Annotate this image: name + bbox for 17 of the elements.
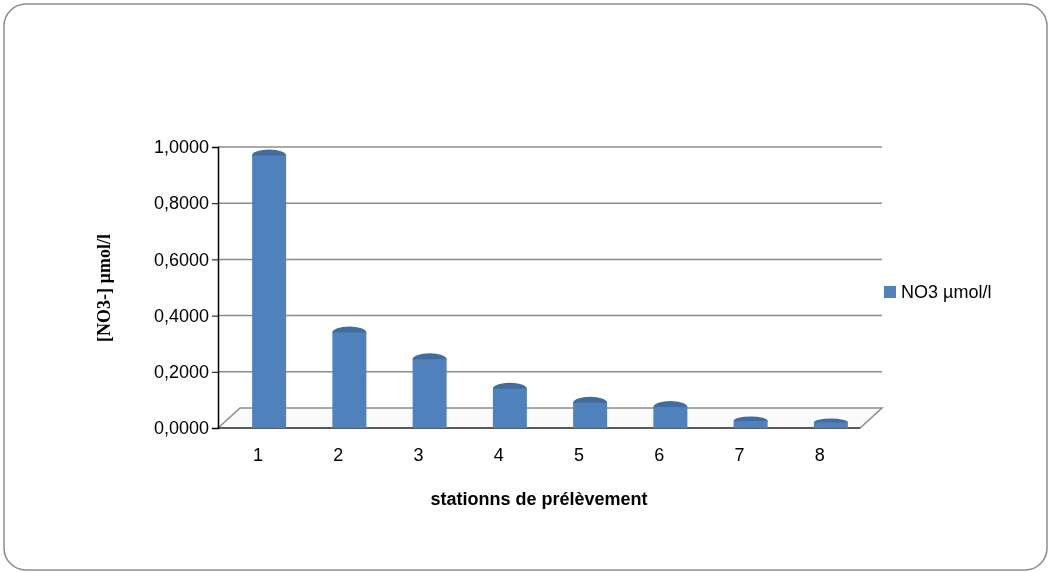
y-tick-label: 0,4000 — [153, 305, 209, 326]
x-tick-label: 6 — [654, 444, 665, 465]
x-tick-label: 3 — [413, 444, 424, 465]
y-tick-label: 1,0000 — [153, 137, 209, 158]
y-axis-title: [NO3-] µmol/l — [94, 234, 114, 342]
x-tick-label: 7 — [734, 444, 745, 465]
x-axis-title: stationns de prélèvement — [430, 489, 648, 509]
y-tick-label: 0,8000 — [153, 193, 209, 214]
x-tick-label: 5 — [574, 444, 585, 465]
y-tick-label: 0,0000 — [153, 418, 209, 439]
legend-label: NO3 µmol/l — [901, 282, 992, 303]
x-tick-label: 2 — [333, 444, 344, 465]
x-tick-label: 1 — [253, 444, 264, 465]
y-tick-label: 0,6000 — [153, 249, 209, 270]
y-tick-label: 0,2000 — [153, 362, 209, 383]
x-tick-label: 4 — [493, 444, 504, 465]
x-tick-label: 8 — [814, 444, 825, 465]
